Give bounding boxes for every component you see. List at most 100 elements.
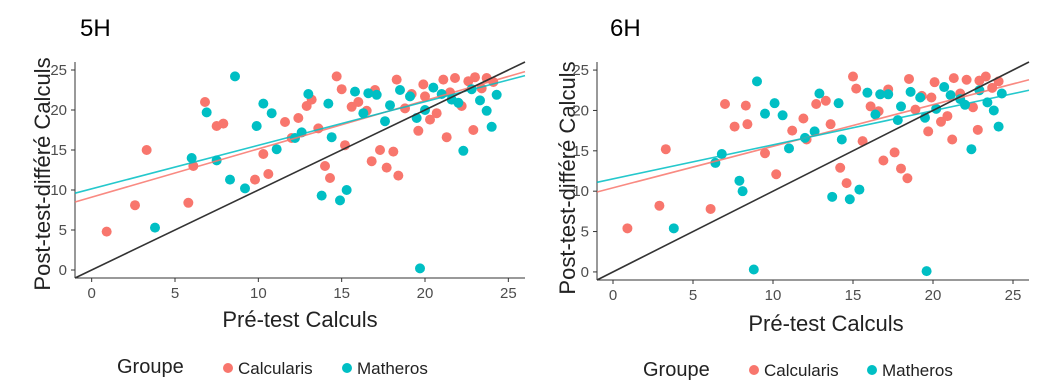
point-calcularis <box>904 73 914 84</box>
point-calcularis <box>366 156 377 167</box>
point-matheros <box>201 107 212 118</box>
reference-line <box>596 61 1030 281</box>
point-calcularis <box>720 98 730 109</box>
y-tick-label: 20 <box>572 102 589 119</box>
point-matheros <box>258 98 269 109</box>
point-matheros <box>966 144 977 155</box>
point-calcularis <box>660 144 671 155</box>
point-matheros <box>988 105 999 116</box>
point-calcularis <box>896 163 906 174</box>
point-calcularis <box>470 72 480 83</box>
point-calcularis <box>878 155 889 166</box>
point-calcularis <box>889 147 900 158</box>
legend: Groupe Calcularis Matheros <box>117 356 428 378</box>
legend-title: Groupe <box>643 359 710 381</box>
trend-line-matheros <box>596 89 1030 184</box>
point-calcularis <box>130 200 140 211</box>
point-matheros <box>760 108 770 119</box>
point-calcularis <box>760 148 770 159</box>
legend-label-matheros: Matheros <box>357 359 428 378</box>
point-matheros <box>326 132 337 143</box>
point-calcularis <box>388 146 399 157</box>
y-tick-label: 5 <box>581 224 589 241</box>
x-tick-label: 25 <box>500 285 517 302</box>
point-matheros <box>945 90 956 101</box>
point-calcularis <box>936 116 946 127</box>
point-calcularis <box>250 174 260 185</box>
point-calcularis <box>972 124 983 135</box>
point-calcularis <box>441 132 452 143</box>
point-calcularis <box>948 73 959 84</box>
x-tick-label: 0 <box>87 285 95 302</box>
point-matheros <box>385 100 395 111</box>
point-matheros <box>380 116 390 127</box>
point-matheros <box>769 98 780 109</box>
point-calcularis <box>280 117 290 127</box>
point-matheros <box>486 121 497 132</box>
trend-line-matheros <box>74 74 526 194</box>
point-matheros <box>363 88 374 99</box>
x-tick-label: 25 <box>1005 287 1022 304</box>
point-matheros <box>875 89 886 100</box>
legend-label-calcularis: Calcularis <box>238 359 313 378</box>
y-tick-label: 10 <box>50 182 67 199</box>
point-calcularis <box>926 92 937 103</box>
point-matheros <box>453 97 464 108</box>
point-calcularis <box>450 73 460 83</box>
point-calcularis <box>729 121 740 132</box>
point-matheros <box>748 264 759 275</box>
trend-line-calcularis <box>74 70 526 203</box>
legend-marker-calcularis <box>749 365 759 375</box>
x-axis-title: Pré-test Calculs <box>222 307 377 332</box>
point-calcularis <box>740 100 751 111</box>
x-tick-label: 20 <box>925 287 942 304</box>
point-matheros <box>833 98 844 109</box>
y-tick-label: 25 <box>572 62 589 79</box>
y-tick-label: 0 <box>581 264 589 281</box>
point-matheros <box>350 86 360 97</box>
point-matheros <box>870 109 881 120</box>
x-tick-label: 5 <box>689 287 697 304</box>
point-matheros <box>892 115 903 126</box>
point-matheros <box>150 222 160 233</box>
point-calcularis <box>968 102 978 113</box>
x-tick-label: 15 <box>845 287 862 304</box>
point-matheros <box>993 121 1004 132</box>
point-matheros <box>415 263 425 274</box>
point-matheros <box>491 89 502 100</box>
x-tick-label: 20 <box>417 285 434 302</box>
point-calcularis <box>420 91 430 102</box>
point-calcularis <box>325 173 335 183</box>
point-matheros <box>836 134 847 145</box>
point-calcularis <box>438 74 449 85</box>
point-matheros <box>716 149 727 160</box>
point-matheros <box>915 92 926 103</box>
point-calcularis <box>811 98 822 109</box>
panel-title: 6H <box>610 15 641 42</box>
point-calcularis <box>942 111 953 122</box>
point-calcularis <box>787 125 798 136</box>
point-calcularis <box>902 173 913 184</box>
legend-title: Groupe <box>117 356 184 378</box>
point-matheros <box>737 186 748 197</box>
point-matheros <box>271 144 282 155</box>
point-calcularis <box>820 95 831 106</box>
point-calcularis <box>293 113 304 123</box>
point-matheros <box>475 95 485 106</box>
x-tick-label: 15 <box>333 285 350 302</box>
point-calcularis <box>431 108 442 119</box>
point-matheros <box>481 105 492 116</box>
point-matheros <box>303 89 314 99</box>
point-matheros <box>335 195 345 206</box>
legend-marker-matheros <box>867 365 877 375</box>
point-matheros <box>316 190 327 201</box>
point-calcularis <box>468 125 479 135</box>
point-calcularis <box>929 77 940 88</box>
legend-marker-matheros <box>342 363 352 373</box>
point-calcularis <box>654 200 665 211</box>
point-calcularis <box>835 162 846 173</box>
point-matheros <box>896 101 906 112</box>
legend-marker-calcularis <box>223 363 233 373</box>
point-calcularis <box>258 149 269 159</box>
point-matheros <box>341 185 352 195</box>
